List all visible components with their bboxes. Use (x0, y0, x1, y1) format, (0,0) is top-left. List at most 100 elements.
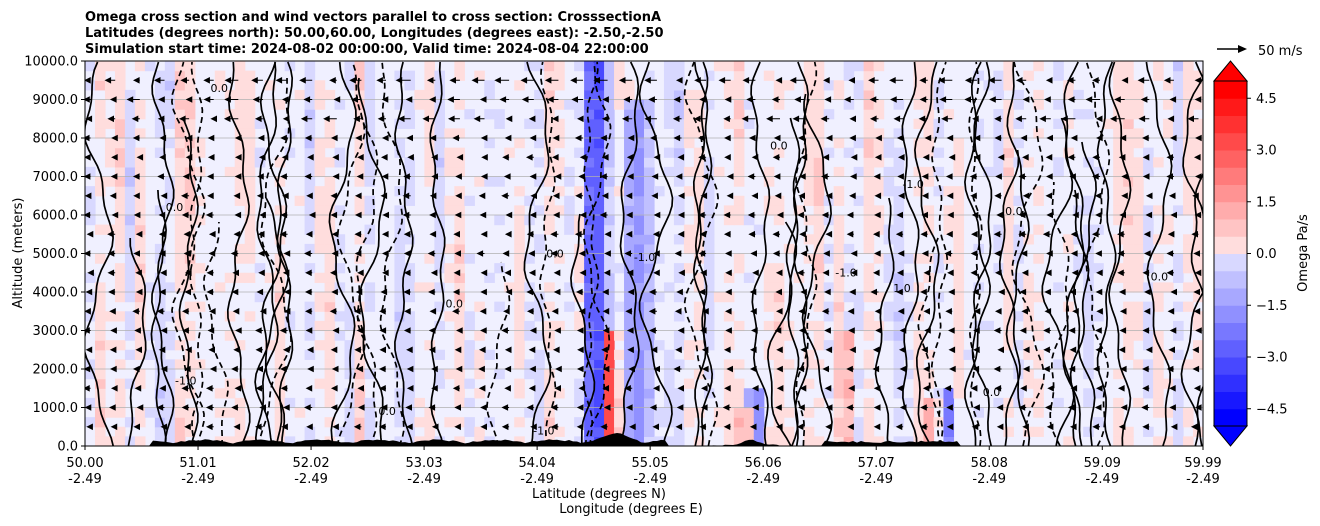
omega-cell (863, 89, 875, 101)
omega-cell (1053, 70, 1064, 81)
omega-cell (324, 311, 336, 322)
wind-vector (109, 307, 116, 315)
wind-vector (132, 365, 140, 373)
wind-vector (185, 346, 192, 354)
wind-vector (824, 384, 832, 392)
wind-vector (893, 115, 904, 123)
omega-cell (823, 243, 835, 255)
omega-cell (604, 109, 615, 120)
omega-cell (184, 118, 196, 129)
omega-cell (534, 89, 545, 101)
omega-cell (604, 205, 615, 216)
omega-cell (324, 176, 336, 187)
omega-cell (134, 215, 146, 226)
wind-vector (1096, 307, 1103, 315)
wind-vector (873, 404, 881, 411)
omega-cell (314, 157, 326, 168)
wind-vector (282, 192, 289, 200)
omega-cell (803, 320, 815, 332)
wind-vector (579, 211, 587, 219)
omega-cell (933, 99, 945, 110)
omega-cell (773, 215, 785, 226)
wind-vector (397, 115, 411, 123)
omega-cell (164, 138, 176, 149)
omega-cell (1123, 99, 1134, 110)
omega-cell (184, 330, 196, 341)
wind-vector (1194, 404, 1202, 411)
omega-cell (993, 147, 1004, 158)
omega-cell (444, 263, 455, 274)
omega-cell (114, 340, 126, 351)
omega-cell (833, 417, 845, 428)
omega-cell (634, 292, 645, 303)
omega-cell (434, 80, 445, 91)
wind-vector (1169, 327, 1177, 334)
omega-cell (703, 301, 715, 312)
omega-cell (594, 157, 605, 168)
omega-cell (434, 147, 445, 158)
wind-vector (156, 404, 165, 411)
omega-cell (544, 61, 555, 72)
wind-vector (676, 404, 684, 411)
wind-vector (428, 288, 436, 296)
omega-cell (624, 407, 635, 418)
wind-vector (996, 423, 1004, 431)
wind-vector (1022, 192, 1030, 200)
omega-cell (524, 330, 535, 341)
omega-cell (773, 359, 785, 370)
omega-cell (634, 147, 645, 158)
wind-vector (431, 173, 438, 180)
wind-vector (799, 384, 807, 392)
omega-cell (1123, 234, 1134, 245)
omega-cell (164, 369, 176, 380)
wind-vector (349, 76, 362, 84)
wind-vector (872, 346, 880, 354)
wind-vector (233, 346, 240, 354)
omega-cell (124, 224, 136, 235)
wind-vector (544, 76, 559, 84)
omega-cell (354, 320, 366, 332)
wind-vector (455, 192, 462, 200)
omega-cell (344, 340, 356, 351)
omega-cell (544, 301, 555, 312)
wind-vector (331, 250, 339, 257)
wind-vector (994, 269, 1002, 277)
omega-cell (703, 166, 715, 178)
omega-cell (624, 243, 635, 255)
wind-key-label: 50 m/s (1258, 44, 1303, 59)
omega-cell (634, 166, 645, 178)
omega-cell (1133, 359, 1144, 370)
wind-vector (1045, 404, 1052, 411)
wind-vector (872, 365, 880, 373)
wind-vector (850, 269, 858, 277)
omega-cell (903, 272, 915, 283)
wind-vector (970, 192, 977, 200)
omega-cell (1083, 253, 1094, 264)
omega-cell (923, 166, 935, 178)
omega-cell (194, 301, 206, 312)
omega-cell (893, 282, 905, 293)
omega-cell (174, 195, 186, 206)
omega-cell (1113, 99, 1124, 110)
wind-vector (626, 269, 634, 277)
omega-cell (893, 205, 905, 216)
omega-cell (94, 253, 106, 264)
omega-cell (823, 147, 835, 158)
wind-vector (1018, 173, 1027, 180)
omega-cell (184, 89, 196, 101)
omega-cell (404, 349, 416, 360)
omega-cell (644, 282, 655, 293)
omega-cell (134, 320, 146, 332)
omega-cell (813, 263, 825, 274)
omega-cell (943, 426, 955, 437)
wind-vector (353, 115, 362, 123)
wind-vector (644, 115, 657, 123)
omega-cell (803, 147, 815, 158)
wind-vector (529, 365, 536, 373)
omega-cell (1083, 349, 1094, 360)
omega-cell (863, 186, 875, 197)
wind-vector (890, 96, 904, 103)
wind-vector (800, 288, 807, 296)
wind-vector (452, 288, 460, 296)
omega-cell (454, 234, 465, 245)
